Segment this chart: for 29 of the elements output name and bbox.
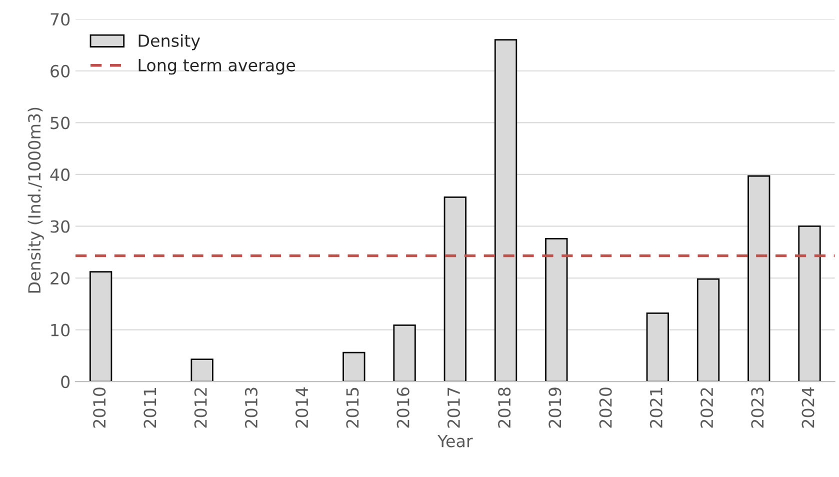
x-tick-label: 2019 [548,388,562,428]
y-tick-label: 60 [50,64,70,78]
x-tick-label: 2015 [346,388,359,428]
x-tick-label: 2016 [396,388,410,428]
x-tick-label: 2013 [244,388,258,428]
x-tick-label: 2023 [751,388,764,428]
x-tick-label: 2012 [194,388,207,428]
legend-label: Long term average [138,59,296,75]
y-tick-label: 0 [61,376,70,388]
y-tick-label: 70 [50,13,70,26]
x-tick-label: 2014 [296,387,308,428]
bar [190,358,214,382]
x-tick-label: 2021 [650,388,662,428]
y-axis-title: Density (Ind./1000m3) [28,108,44,293]
y-tick-label: 40 [50,168,70,182]
x-tick-label: 2017 [447,388,460,428]
x-tick-label: 2020 [599,388,612,428]
x-axis-title: Year [437,434,473,448]
bar [342,352,366,382]
x-tick-label: 2022 [700,388,714,428]
y-tick-label: 20 [50,272,70,285]
x-tick-label: 2018 [498,388,511,428]
x-tick-label: 2024 [802,387,814,428]
x-tick-label: 2010 [93,388,106,428]
y-tick-label: 50 [50,116,70,130]
x-tick-label: 2011 [144,388,156,428]
y-tick-label: 30 [50,220,70,233]
legend-label: Density [138,34,200,50]
y-tick-label: 10 [51,324,70,336]
